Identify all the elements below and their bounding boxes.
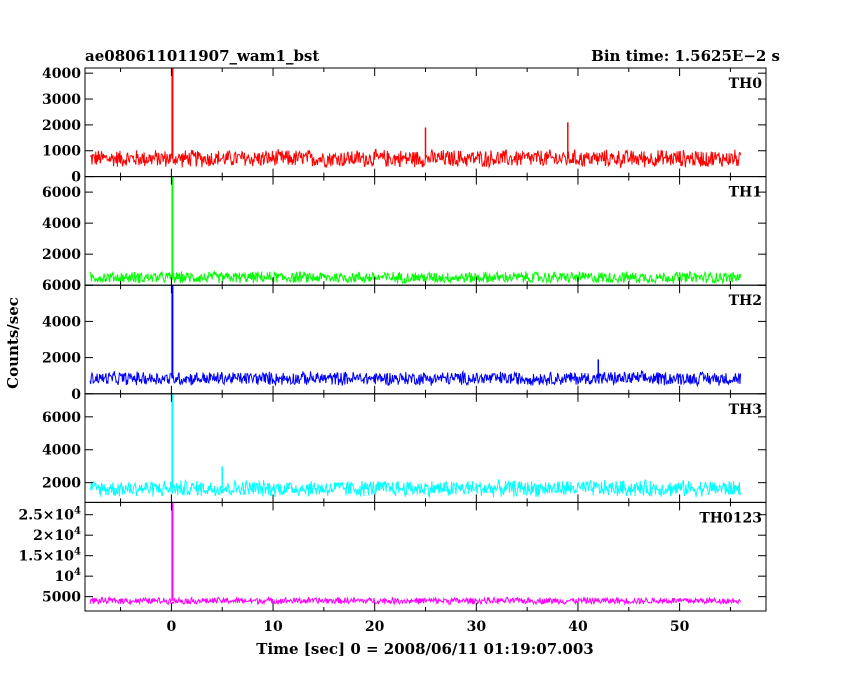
x-tick-label: 50 [670,619,690,635]
y-tick-label: 2.5×104 [18,506,81,524]
y-tick-label: 2000 [42,118,81,134]
y-tick-label: 1000 [42,144,81,160]
y-tick-label: 3000 [42,92,81,108]
x-tick-label: 0 [167,619,177,635]
panel-label: TH3 [729,402,762,418]
y-tick-label: 2000 [42,476,81,492]
y-tick-label: 2×104 [33,526,81,544]
panel-label: TH0 [729,76,763,92]
y-tick-label: 104 [55,567,81,585]
panel-label: TH1 [729,185,762,201]
chart-title: ae080611011907_wam1_bst [85,47,319,65]
y-tick-label: 0 [71,170,81,186]
x-axis-label: Time [sec] 0 = 2008/06/11 01:19:07.003 [256,640,593,658]
panel-th3: 2000 4000 6000 TH3 [42,393,767,503]
y-tick-label: 4000 [42,314,81,330]
panel-frame [84,176,767,286]
light-curve-th0 [89,148,742,169]
y-axis-label: Counts/sec [4,297,22,389]
y-tick-label: 6000 [42,410,81,426]
y-tick-label: 4000 [42,443,81,459]
light-curve-th0123 [89,595,742,607]
y-tick-label: 6000 [42,185,81,201]
x-tick-label: 20 [365,619,385,635]
x-tick-label: 40 [568,619,588,635]
y-tick-label: 0 [71,387,81,403]
y-tick-label: 4000 [42,216,81,232]
light-curve-th2 [89,369,742,388]
panel-label: TH0123 [699,510,762,526]
panel-th0: 0 1000 2000 3000 4000 TH0 [42,66,767,186]
x-tick-label: 10 [263,619,283,635]
x-tick-label: 30 [467,619,487,635]
y-tick-label: 2000 [42,247,81,263]
light-curve-th3 [89,478,742,499]
bin-time-label: Bin time: 1.5625E−2 s [591,47,780,65]
y-tick-label: 4000 [42,66,81,82]
panel-th2: 0 2000 4000 6000 TH2 [42,278,767,403]
y-tick-label: 0 [71,278,81,294]
panel-th0123: 5000 104 1.5×104 2×104 2.5×104 TH0123 [18,501,767,612]
y-tick-label: 2000 [42,351,81,367]
light-curve-th1 [89,269,742,285]
y-tick-label: 1.5×104 [18,547,81,565]
panel-frame [84,501,767,612]
y-tick-label: 5000 [42,590,81,606]
y-tick-label: 6000 [42,278,81,294]
panel-th1: 0 2000 4000 6000 TH1 [42,176,767,294]
panel-label: TH2 [729,293,762,309]
